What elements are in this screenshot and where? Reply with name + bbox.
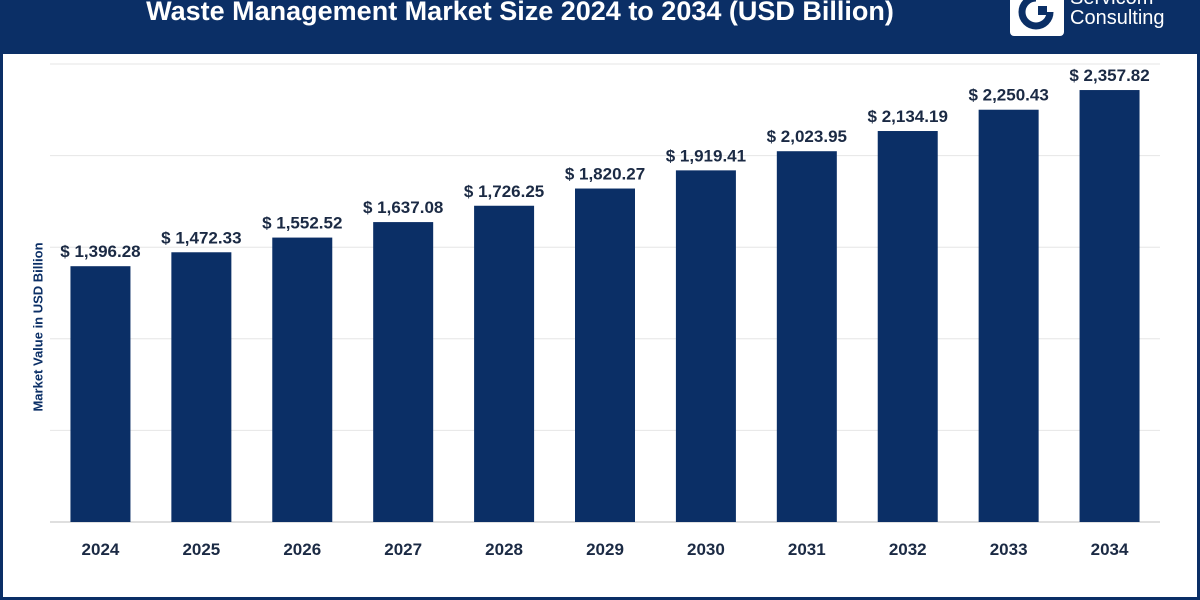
data-label-2033: $ 2,250.43 — [968, 86, 1048, 105]
bar-2025 — [171, 252, 232, 522]
data-label-2026: $ 1,552.52 — [262, 214, 342, 233]
chart-title: Waste Management Market Size 2024 to 203… — [146, 0, 894, 26]
x-tick-label-2024: 2024 — [82, 540, 120, 559]
bar-2024 — [70, 266, 131, 522]
brand-name-line1: Servicom — [1070, 0, 1153, 8]
x-tick-label-2029: 2029 — [586, 540, 624, 559]
data-label-2031: $ 2,023.95 — [767, 127, 847, 146]
bar-2030 — [675, 170, 736, 523]
bar-2026 — [272, 237, 333, 522]
bar-2034 — [1079, 90, 1140, 523]
x-tick-label-2031: 2031 — [788, 540, 826, 559]
bar-2032 — [877, 131, 938, 522]
x-tick-label-2028: 2028 — [485, 540, 523, 559]
x-tick-label-2030: 2030 — [687, 540, 725, 559]
data-label-2027: $ 1,637.08 — [363, 198, 443, 217]
data-label-2025: $ 1,472.33 — [161, 228, 241, 247]
bar-2031 — [776, 151, 837, 523]
data-label-2032: $ 2,134.19 — [868, 107, 948, 126]
brand-name-line2: Consulting — [1070, 7, 1165, 29]
data-label-2029: $ 1,820.27 — [565, 165, 645, 184]
x-tick-label-2027: 2027 — [384, 540, 422, 559]
bar-2027 — [373, 222, 434, 522]
bar-2028 — [474, 205, 535, 522]
x-tick-label-2026: 2026 — [283, 540, 321, 559]
x-tick-label-2025: 2025 — [182, 540, 220, 559]
x-tick-label-2032: 2032 — [889, 540, 927, 559]
logo-icon — [1010, 0, 1064, 36]
data-label-2024: $ 1,396.28 — [60, 242, 140, 261]
data-label-2028: $ 1,726.25 — [464, 182, 544, 201]
data-label-2030: $ 1,919.41 — [666, 146, 746, 165]
x-tick-label-2033: 2033 — [990, 540, 1028, 559]
bar-2029 — [575, 188, 635, 522]
brand-logo: Servicom Consulting — [1008, 0, 1198, 36]
bar-2033 — [978, 109, 1039, 522]
header-bar: Waste Management Market Size 2024 to 203… — [0, 0, 1200, 54]
data-label-2034: $ 2,357.82 — [1069, 66, 1149, 85]
x-tick-label-2034: 2034 — [1091, 540, 1129, 559]
